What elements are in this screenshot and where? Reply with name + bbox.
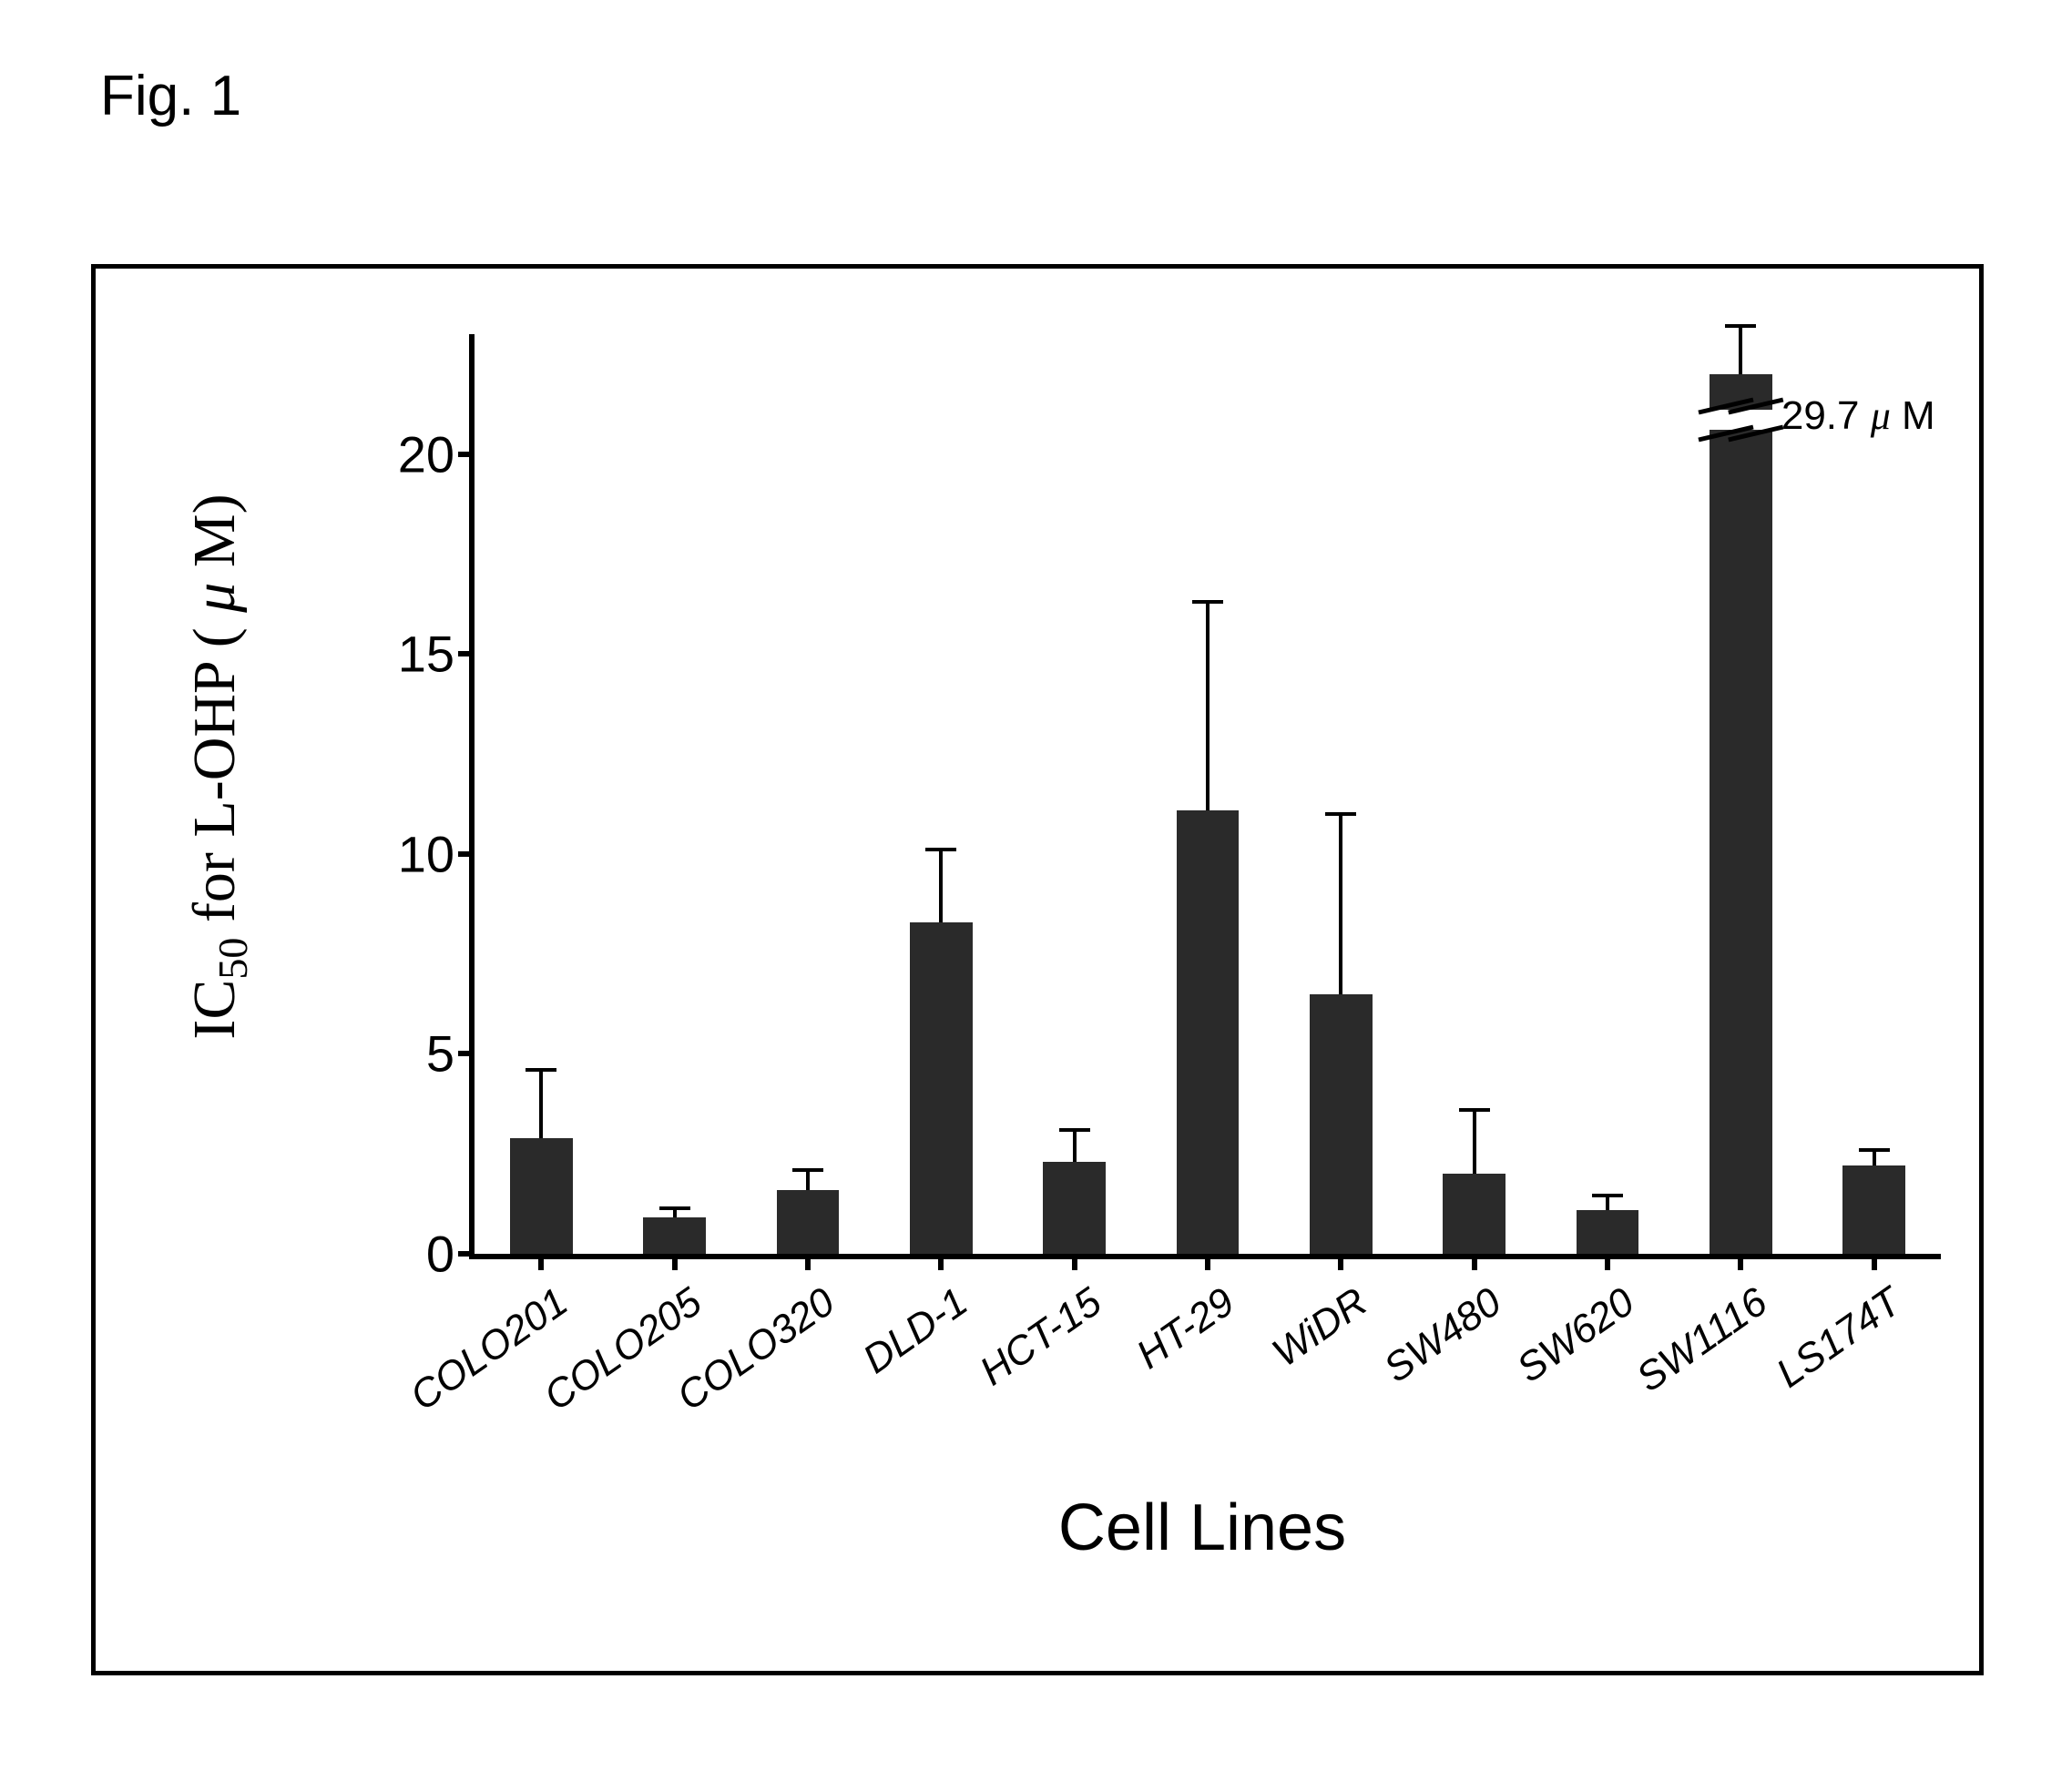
error-bar-cap bbox=[659, 1206, 690, 1210]
data-bar bbox=[1310, 994, 1373, 1254]
y-tick-label: 15 bbox=[398, 625, 454, 684]
y-tick-mark bbox=[458, 651, 475, 656]
data-bar bbox=[643, 1217, 706, 1254]
error-bar-stem bbox=[1473, 1110, 1476, 1174]
data-bar bbox=[1842, 1165, 1905, 1254]
x-tick-mark bbox=[672, 1254, 678, 1270]
y-axis-title: IC50 for L-OHP ( μ M) bbox=[180, 307, 257, 1226]
x-tick-label: LS174T bbox=[1769, 1279, 1910, 1397]
data-bar bbox=[1177, 810, 1240, 1254]
x-tick-mark bbox=[1072, 1254, 1077, 1270]
y-tick-mark bbox=[458, 851, 475, 857]
data-bar bbox=[1710, 374, 1772, 1254]
x-tick-mark bbox=[1338, 1254, 1343, 1270]
x-tick-label: SW480 bbox=[1376, 1279, 1510, 1392]
error-bar-cap bbox=[1325, 812, 1356, 816]
x-tick-mark bbox=[938, 1254, 944, 1270]
error-bar-stem bbox=[1339, 814, 1342, 994]
error-bar-cap bbox=[1592, 1194, 1623, 1197]
page: Fig. 1 05101520COLO201COLO205COLO320DLD-… bbox=[0, 0, 2072, 1781]
y-tick-label: 0 bbox=[426, 1225, 454, 1284]
x-tick-label: HCT-15 bbox=[972, 1279, 1110, 1395]
x-tick-label: SW1116 bbox=[1629, 1279, 1777, 1401]
error-bar-cap bbox=[925, 848, 956, 851]
x-tick-mark bbox=[538, 1254, 544, 1270]
data-bar bbox=[1043, 1162, 1106, 1254]
figure-label: Fig. 1 bbox=[100, 64, 241, 128]
x-tick-mark bbox=[1205, 1254, 1210, 1270]
y-tick-mark bbox=[458, 452, 475, 457]
x-tick-label: WiDR bbox=[1265, 1279, 1376, 1377]
x-tick-mark bbox=[1872, 1254, 1877, 1270]
y-tick-label: 20 bbox=[398, 424, 454, 483]
error-bar-cap bbox=[1192, 600, 1223, 604]
error-bar-cap bbox=[792, 1168, 823, 1172]
error-bar-cap bbox=[1859, 1148, 1890, 1152]
plot-area: 05101520COLO201COLO205COLO320DLD-1HCT-15… bbox=[469, 334, 1941, 1259]
x-tick-mark bbox=[805, 1254, 811, 1270]
x-tick-label: DLD-1 bbox=[855, 1279, 976, 1383]
error-bar-stem bbox=[1073, 1130, 1077, 1162]
x-tick-mark bbox=[1605, 1254, 1610, 1270]
x-tick-label: SW620 bbox=[1509, 1279, 1643, 1392]
data-bar bbox=[1443, 1174, 1506, 1254]
x-tick-mark bbox=[1738, 1254, 1743, 1270]
y-tick-mark bbox=[458, 1051, 475, 1056]
x-axis-title: Cell Lines bbox=[469, 1491, 1935, 1565]
data-bar bbox=[1577, 1210, 1639, 1254]
error-bar-stem bbox=[539, 1070, 543, 1138]
x-tick-label: HT-29 bbox=[1128, 1279, 1243, 1379]
error-bar-stem bbox=[1206, 602, 1210, 809]
x-tick-mark bbox=[1472, 1254, 1477, 1270]
data-bar bbox=[510, 1138, 573, 1254]
y-tick-label: 5 bbox=[426, 1024, 454, 1084]
error-bar-stem bbox=[1606, 1196, 1609, 1209]
error-bar-stem bbox=[1873, 1150, 1876, 1166]
error-bar-cap bbox=[1725, 324, 1756, 328]
bar-annotation: 29.7 μ M bbox=[1781, 392, 1935, 439]
error-bar-stem bbox=[806, 1170, 810, 1190]
y-tick-label: 10 bbox=[398, 824, 454, 883]
error-bar-stem bbox=[1739, 326, 1742, 374]
error-bar-stem bbox=[939, 850, 943, 921]
error-bar-cap bbox=[526, 1068, 556, 1072]
error-bar-cap bbox=[1059, 1128, 1090, 1132]
data-bar bbox=[777, 1190, 840, 1254]
data-bar bbox=[910, 922, 973, 1254]
y-tick-mark bbox=[458, 1251, 475, 1257]
chart-frame: 05101520COLO201COLO205COLO320DLD-1HCT-15… bbox=[91, 264, 1984, 1675]
error-bar-cap bbox=[1459, 1108, 1490, 1112]
